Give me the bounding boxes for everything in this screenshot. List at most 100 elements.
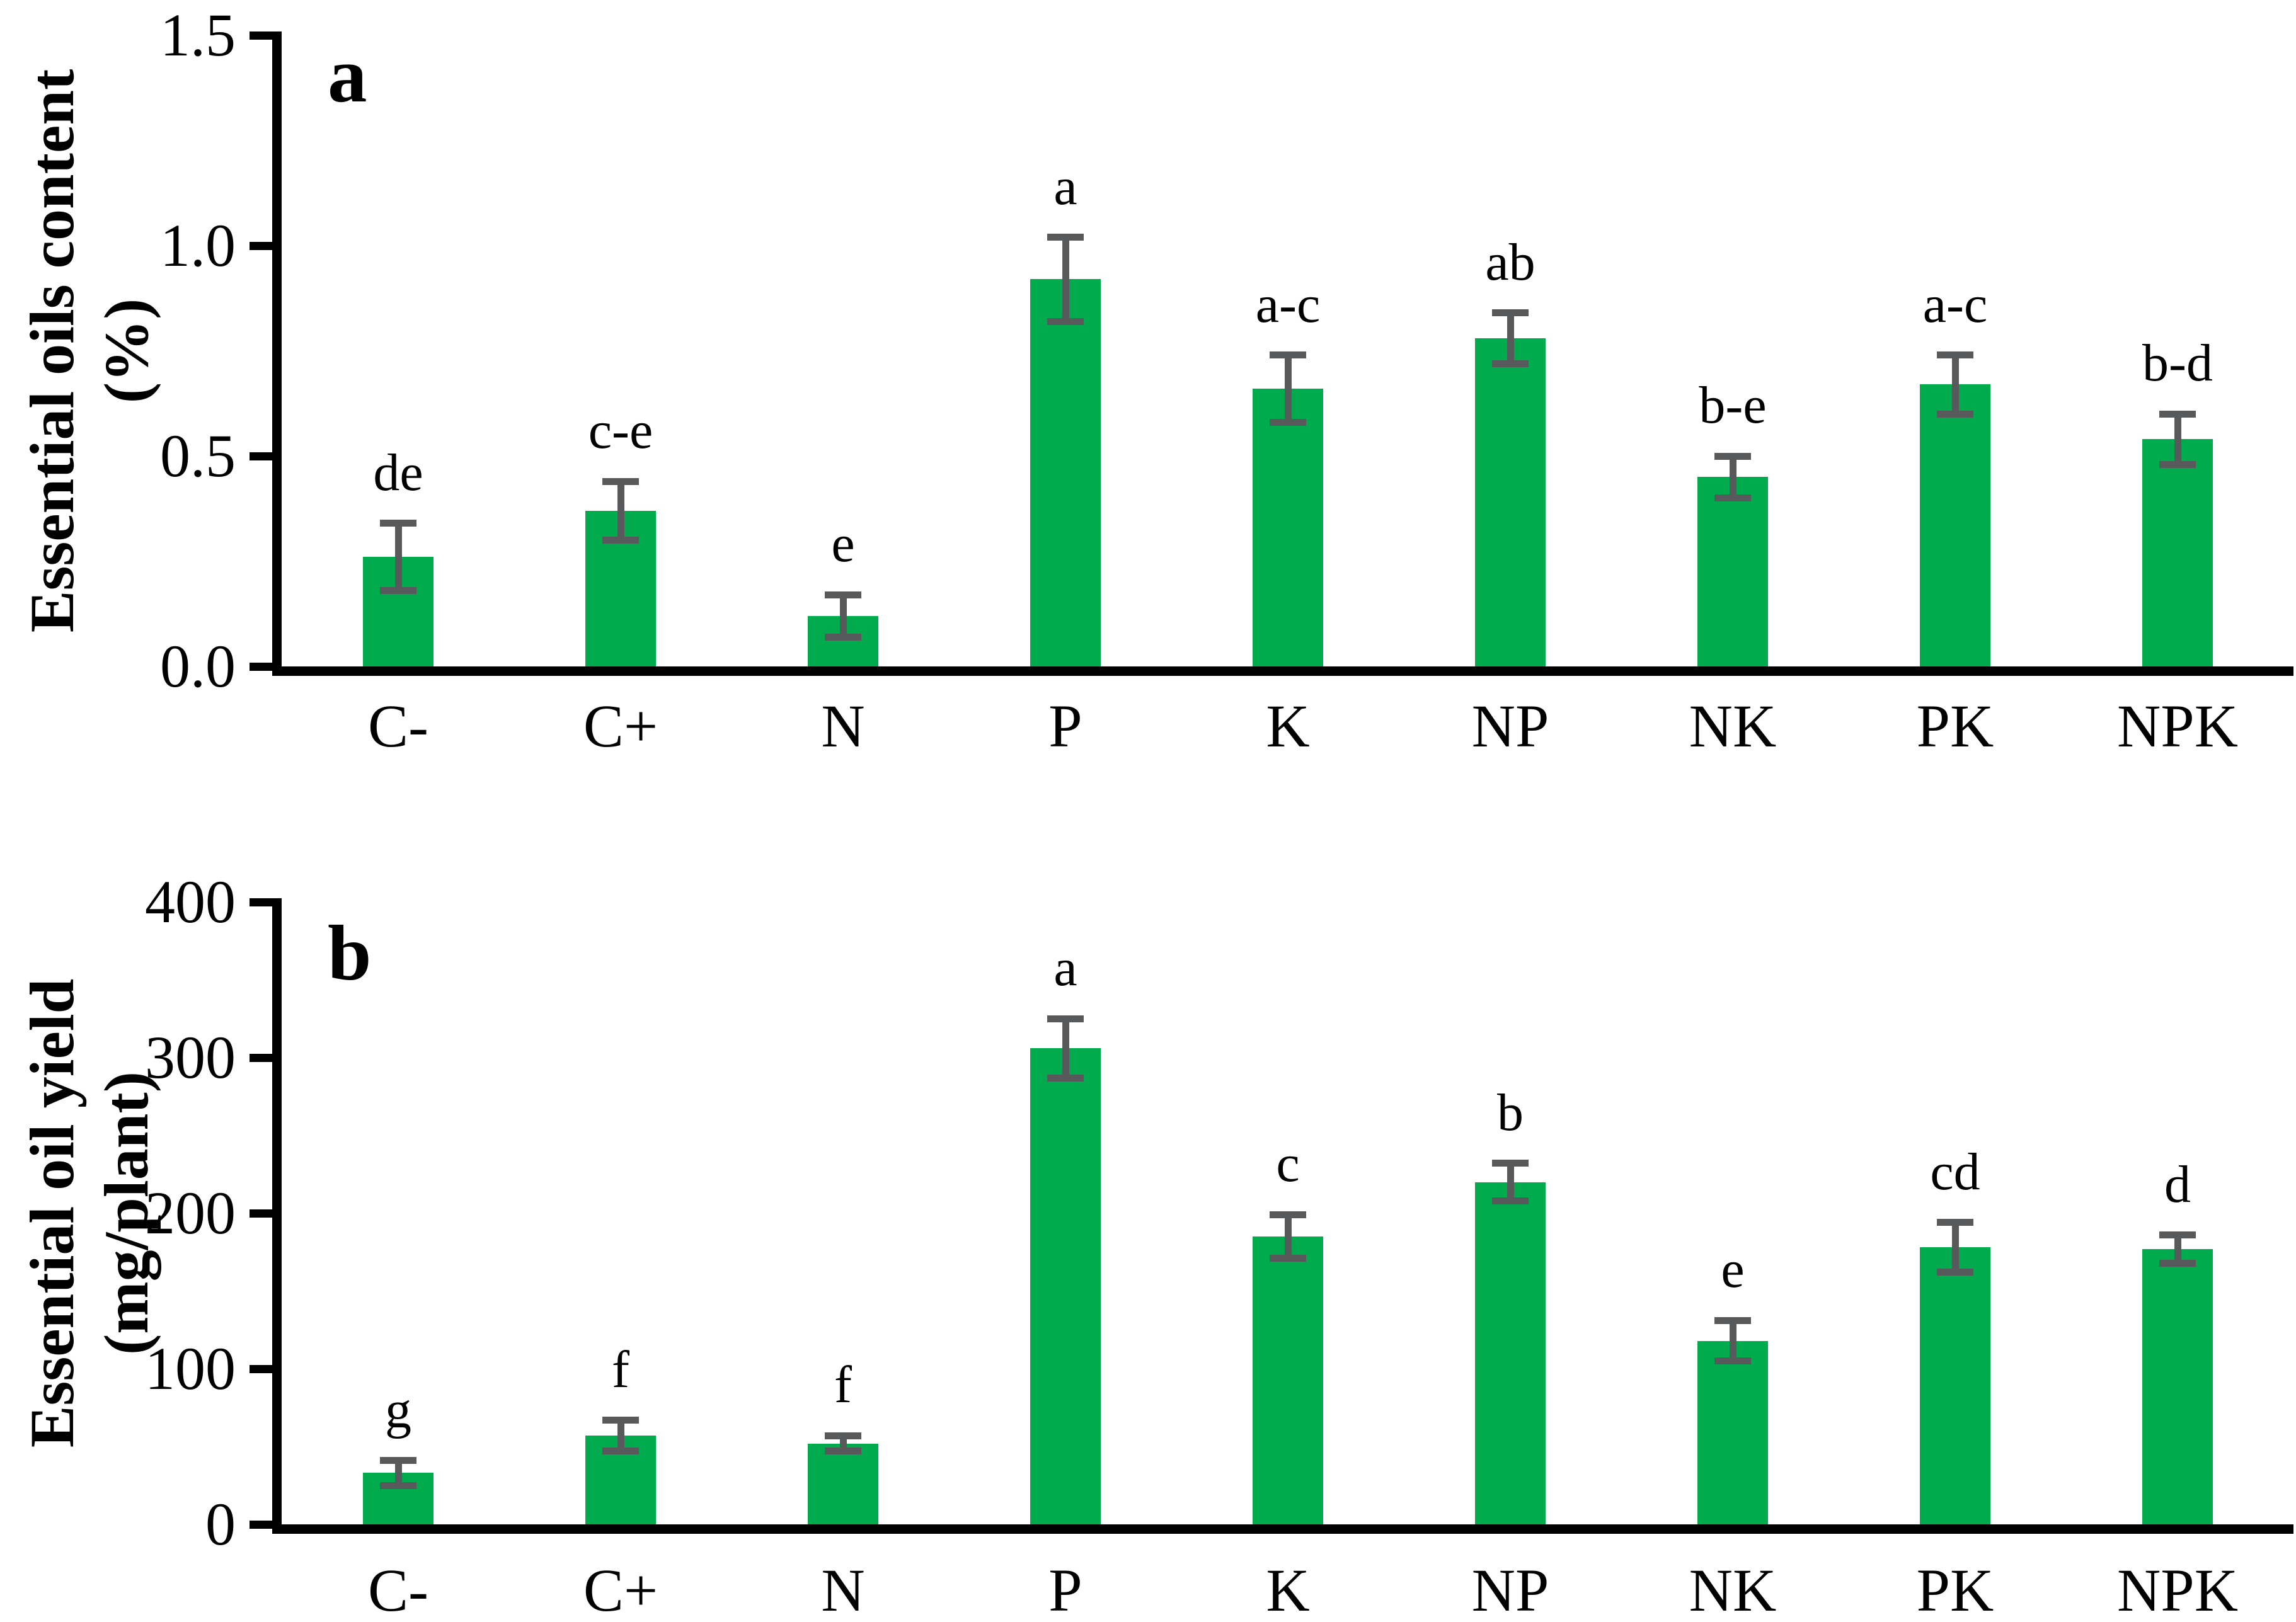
error-cap-bottom-P (1047, 317, 1084, 325)
x-tick-label-NPK: NPK (2116, 692, 2239, 760)
error-bar-C+ (617, 481, 624, 540)
x-axis-line (272, 666, 2293, 676)
error-cap-bottom-C- (380, 1482, 416, 1489)
x-tick-label-NP: NP (1471, 692, 1549, 760)
x-tick-label-NK: NK (1689, 692, 1777, 760)
significance-letter-P: a (1053, 939, 1077, 998)
error-bar-K (1284, 355, 1292, 423)
x-tick-label-C-: C- (368, 1556, 428, 1622)
error-cap-bottom-NK (1714, 494, 1751, 502)
x-tick-label-PK: PK (1916, 1556, 1994, 1622)
error-cap-top-K (1270, 1211, 1306, 1218)
bar-NP (1475, 1182, 1546, 1524)
error-bar-C- (394, 523, 402, 591)
error-bar-NP (1507, 312, 1514, 364)
error-cap-top-K (1270, 351, 1306, 359)
y-axis-line (272, 31, 282, 676)
error-cap-top-C+ (602, 477, 639, 485)
significance-letter-NK: e (1721, 1240, 1745, 1299)
significance-letter-C+: f (612, 1340, 629, 1399)
panel-letter-b: b (328, 910, 372, 997)
error-cap-top-C- (380, 520, 416, 527)
x-tick-label-PK: PK (1916, 692, 1994, 760)
error-cap-bottom-C- (380, 587, 416, 595)
significance-letter-NPK: b-d (2142, 334, 2213, 393)
y-tick-label: 1.0 (160, 212, 236, 279)
x-tick-label-NPK: NPK (2116, 1556, 2239, 1622)
x-tick-label-K: K (1266, 692, 1310, 760)
error-cap-bottom-NP (1492, 360, 1529, 367)
significance-letter-PK: a-c (1922, 275, 1988, 334)
significance-letter-P: a (1053, 157, 1077, 216)
error-cap-top-PK (1937, 1219, 1973, 1226)
significance-letter-NP: ab (1485, 232, 1535, 292)
error-bar-NK (1729, 1320, 1736, 1361)
error-bar-C- (394, 1460, 402, 1486)
x-tick-label-C-: C- (368, 692, 428, 760)
error-cap-top-NK (1714, 1316, 1751, 1324)
significance-letter-PK: cd (1930, 1142, 1980, 1201)
error-cap-bottom-PK (1937, 410, 1973, 418)
error-cap-top-P (1047, 234, 1084, 241)
error-cap-bottom-PK (1937, 1269, 1973, 1276)
significance-letter-C-: de (373, 443, 423, 502)
y-tick-label: 0.5 (160, 422, 236, 489)
significance-letter-NPK: d (2164, 1155, 2191, 1214)
error-cap-top-PK (1937, 351, 1973, 359)
bar-P (1030, 279, 1101, 666)
error-cap-bottom-C+ (602, 1448, 639, 1455)
significance-letter-N: f (834, 1356, 852, 1415)
error-cap-top-P (1047, 1015, 1084, 1022)
y-tick-label: 100 (145, 1335, 236, 1402)
error-cap-top-C+ (602, 1417, 639, 1424)
error-cap-top-NK (1714, 452, 1751, 460)
x-tick-label-C+: C+ (583, 692, 658, 760)
y-tick-mark (250, 1209, 272, 1218)
bar-PK (1920, 384, 1990, 666)
error-bar-P (1062, 237, 1069, 322)
y-tick-mark (250, 1053, 272, 1062)
y-tick-label: 200 (145, 1179, 236, 1247)
error-cap-bottom-K (1270, 419, 1306, 426)
bar-N (808, 1443, 878, 1524)
significance-letter-C+: c-e (588, 401, 653, 460)
error-cap-bottom-NP (1492, 1197, 1529, 1204)
y-tick-mark (250, 452, 272, 460)
bar-NK (1697, 477, 1768, 666)
error-cap-bottom-N (825, 633, 861, 641)
x-tick-label-P: P (1048, 1556, 1082, 1622)
error-cap-bottom-NPK (2159, 460, 2196, 468)
y-tick-label: 0.0 (160, 632, 236, 700)
x-tick-label-NK: NK (1689, 1556, 1777, 1622)
bar-NP (1475, 338, 1546, 666)
error-cap-bottom-NPK (2159, 1259, 2196, 1267)
y-tick-label: 0 (205, 1490, 236, 1558)
error-cap-top-NPK (2159, 1231, 2196, 1239)
y-tick-label: 400 (145, 868, 236, 935)
significance-letter-N: e (831, 515, 855, 574)
bar-NPK (2142, 1248, 2213, 1524)
significance-letter-K: c (1276, 1134, 1300, 1194)
bar-PK (1920, 1247, 1990, 1524)
y-tick-mark (250, 31, 272, 40)
error-cap-bottom-N (825, 1448, 861, 1455)
y-tick-label: 300 (145, 1024, 236, 1091)
x-axis-line (272, 1524, 2293, 1534)
y-tick-mark (250, 662, 272, 671)
significance-letter-C-: g (385, 1380, 411, 1439)
bar-NPK (2142, 439, 2213, 666)
panel-letter-a: a (328, 32, 367, 119)
bar-P (1030, 1048, 1101, 1524)
error-cap-top-N (825, 1432, 861, 1439)
error-bar-K (1284, 1214, 1292, 1259)
bar-NK (1697, 1340, 1768, 1524)
y-tick-mark (250, 898, 272, 906)
x-tick-label-NP: NP (1471, 1556, 1549, 1622)
error-bar-NPK (2174, 414, 2181, 465)
error-cap-top-N (825, 591, 861, 598)
y-tick-mark (250, 1364, 272, 1373)
